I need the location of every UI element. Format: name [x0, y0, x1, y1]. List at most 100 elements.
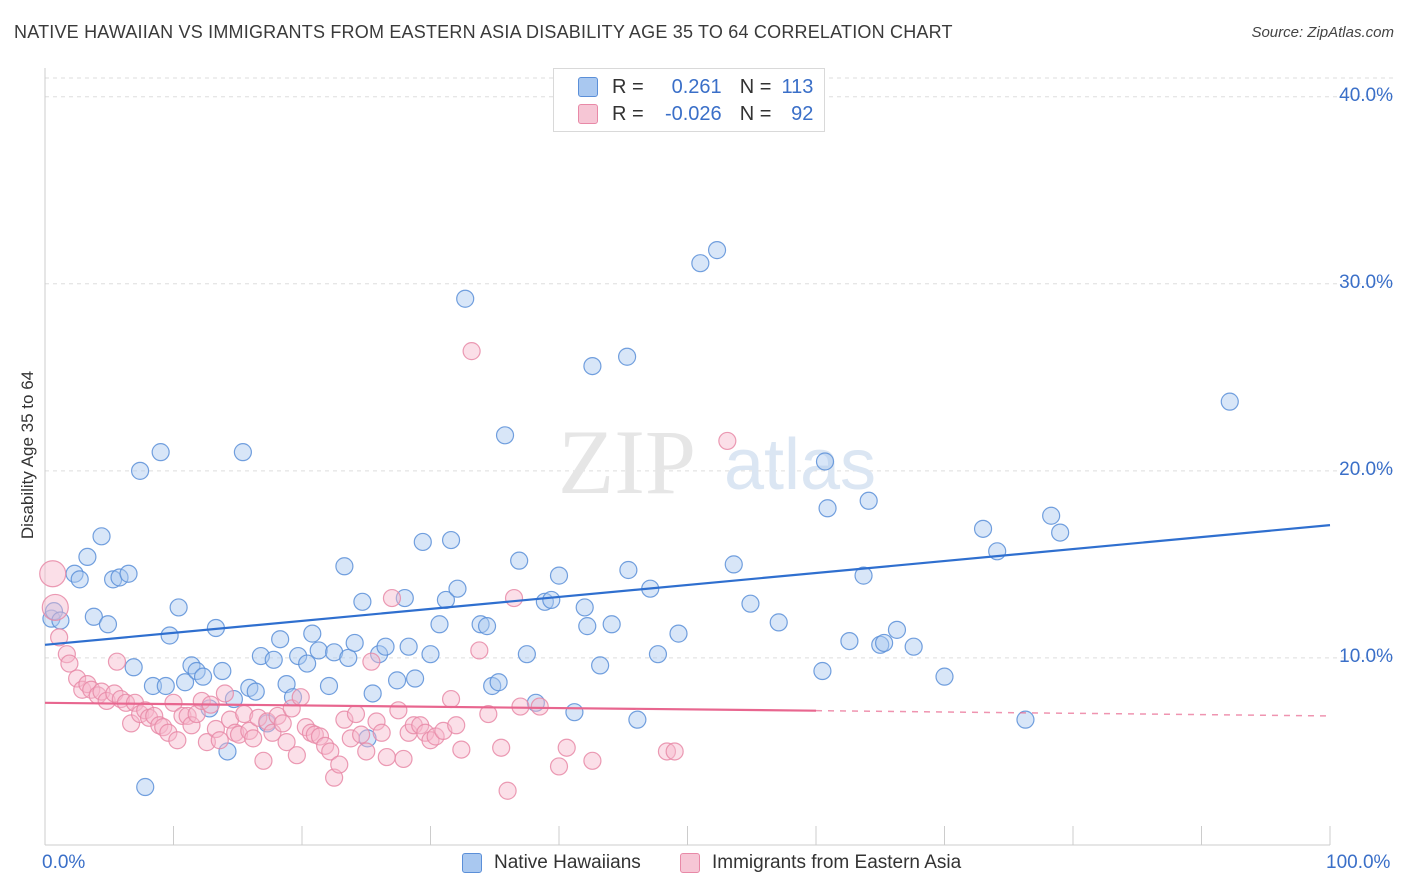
legend-label-immigrants-eastern-asia: Immigrants from Eastern Asia [712, 852, 962, 873]
n-value-native-hawaiians: 113 [781, 75, 814, 98]
data-point [321, 742, 340, 761]
data-point [935, 667, 954, 686]
data-point [346, 704, 366, 724]
data-point [813, 661, 832, 681]
data-point [430, 615, 449, 634]
data-point [345, 633, 364, 653]
data-point [510, 551, 529, 570]
data-point [210, 731, 229, 750]
data-point [319, 676, 339, 696]
data-point [193, 667, 213, 686]
data-point [648, 645, 668, 664]
data-point [492, 738, 511, 757]
legend-row-immigrants-eastern-asia: R = -0.026 N = 92 [578, 102, 813, 126]
watermark-zip: ZIP [558, 411, 696, 513]
data-point [707, 241, 727, 260]
data-point [724, 555, 743, 574]
data-point [376, 637, 395, 656]
data-point [335, 710, 354, 729]
data-point [182, 716, 201, 735]
data-point [498, 781, 517, 800]
r-label: R = [612, 75, 644, 98]
legend-item-native-hawaiians: Native Hawaiians [462, 852, 641, 874]
data-point [175, 673, 195, 692]
data-point [448, 579, 467, 598]
data-point [130, 461, 150, 480]
data-point [143, 676, 163, 696]
data-point [441, 530, 461, 550]
data-point [769, 613, 788, 632]
data-point [413, 532, 432, 552]
legend-swatch-pink [578, 104, 598, 124]
series-legend: Native Hawaiians Immigrants from Eastern… [0, 852, 1406, 878]
data-point [489, 673, 508, 692]
data-point [840, 631, 859, 651]
data-point [215, 684, 234, 703]
data-point [691, 254, 710, 273]
data-point [39, 560, 67, 588]
data-point [1016, 710, 1035, 729]
data-point [362, 652, 381, 671]
y-tick-label: 10.0% [1339, 645, 1393, 667]
data-point [110, 568, 129, 587]
data-point [421, 645, 440, 664]
data-point [352, 725, 371, 744]
data-point [628, 710, 647, 729]
data-point [42, 609, 61, 628]
data-point [298, 654, 317, 673]
data-point [479, 704, 498, 724]
data-point [741, 594, 760, 613]
data-point [246, 682, 265, 701]
data-point [875, 633, 894, 653]
data-point [271, 630, 290, 649]
x-tick-label-min: 0.0% [42, 852, 86, 873]
data-point [1042, 506, 1061, 525]
data-point [154, 718, 173, 737]
data-point [669, 624, 688, 643]
data-point [456, 289, 475, 308]
trend-line-pink [44, 701, 817, 712]
data-point [471, 615, 490, 634]
data-point [377, 747, 396, 767]
data-point [68, 669, 87, 688]
data-point [395, 588, 414, 608]
data-point [591, 656, 610, 675]
data-point [549, 566, 569, 585]
correlation-legend: R = 0.261 N = 113 R = -0.026 N = 92 [553, 68, 825, 132]
data-point [578, 617, 597, 636]
data-point [70, 570, 89, 589]
data-point [160, 626, 179, 645]
data-point [316, 736, 335, 755]
data-point [504, 588, 524, 608]
y-tick-label: 40.0% [1339, 84, 1393, 106]
data-point [583, 751, 602, 770]
data-point [405, 669, 425, 688]
legend-label-native-hawaiians: Native Hawaiians [494, 852, 641, 873]
data-point [339, 648, 358, 668]
data-point [78, 547, 97, 567]
x-tick-label-max: 100.0% [1326, 852, 1391, 873]
data-point [1051, 523, 1070, 542]
data-point [495, 426, 515, 445]
data-point [583, 356, 602, 376]
data-point [249, 708, 268, 727]
data-point [462, 342, 481, 361]
series-native-hawaiians [42, 241, 1239, 797]
data-point [151, 443, 170, 462]
data-point [119, 564, 138, 583]
data-point [657, 742, 677, 761]
data-point [530, 697, 549, 716]
source-label: Source: ZipAtlas.com [1251, 24, 1394, 41]
trend-lines [44, 524, 1331, 717]
data-point [258, 712, 277, 731]
y-tick-label: 30.0% [1339, 271, 1393, 293]
data-point [164, 693, 183, 712]
data-point [335, 557, 354, 576]
data-point [887, 620, 907, 639]
data-point [182, 656, 201, 675]
legend-swatch-blue [578, 77, 598, 97]
data-point [367, 712, 386, 731]
data-point [815, 452, 835, 471]
n-value-immigrants-eastern-asia: 92 [791, 102, 814, 125]
r-value-immigrants-eastern-asia: -0.026 [664, 102, 722, 125]
